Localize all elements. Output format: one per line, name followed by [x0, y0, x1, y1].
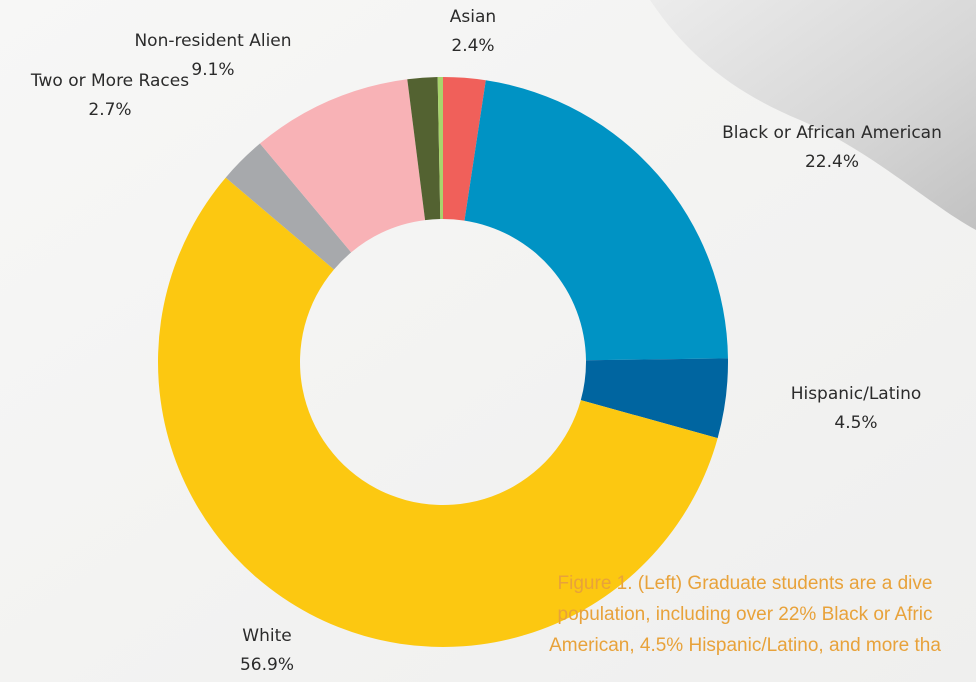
slice	[580, 358, 728, 439]
caption-line: Figure 1. (Left) Graduate students are a…	[558, 573, 933, 594]
caption-line: population, including over 22% Black or …	[558, 604, 933, 625]
slice	[259, 79, 426, 253]
slice	[437, 77, 443, 220]
caption-line: American, 4.5% Hispanic/Latino, and more…	[549, 635, 941, 656]
slice-label: Two or More Races	[30, 71, 189, 91]
slice-value: 2.7%	[88, 100, 131, 120]
slice-label: Hispanic/Latino	[791, 384, 922, 404]
slice-value: 2.4%	[451, 36, 494, 56]
slice-label: Black or African American	[722, 123, 942, 143]
slice	[443, 77, 486, 221]
slice-label: White	[242, 626, 291, 646]
slice-value: 9.1%	[191, 60, 234, 80]
caption: Figure 1. (Left) Graduate students are a…	[549, 573, 941, 656]
labels: Asian 2.4% Black or African American 22.4% H…	[30, 7, 942, 675]
slice-value: 56.9%	[240, 655, 294, 675]
donut	[158, 77, 728, 647]
slice	[464, 80, 728, 361]
slice	[407, 77, 441, 221]
slice-value: 4.5%	[834, 413, 877, 433]
background-texture	[650, 0, 976, 230]
slice-label: Non-resident Alien	[134, 31, 291, 51]
slice-value: 22.4%	[805, 152, 859, 172]
slice	[225, 143, 352, 270]
slice-label: Asian	[450, 7, 496, 27]
slice	[158, 177, 718, 647]
